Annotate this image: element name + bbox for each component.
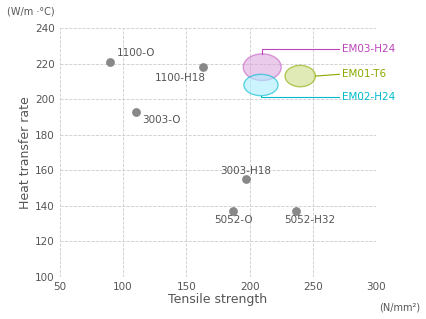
Point: [292, 209, 299, 214]
Text: (N/mm²): (N/mm²): [378, 302, 419, 312]
Ellipse shape: [243, 74, 277, 96]
Text: EM03-H24: EM03-H24: [341, 44, 394, 55]
Text: 1100-H18: 1100-H18: [154, 72, 205, 83]
Text: EM01-T6: EM01-T6: [341, 69, 385, 79]
Text: 5052-O: 5052-O: [213, 215, 252, 225]
Text: (W/m ·°C): (W/m ·°C): [7, 7, 55, 17]
Text: 5052-H32: 5052-H32: [283, 215, 334, 225]
Point: [106, 59, 113, 64]
Point: [132, 109, 139, 114]
Ellipse shape: [284, 65, 315, 87]
Point: [242, 177, 249, 182]
Text: 1100-O: 1100-O: [116, 48, 155, 58]
Text: 3003-H18: 3003-H18: [220, 166, 271, 176]
Point: [229, 209, 236, 214]
Text: EM02-H24: EM02-H24: [341, 93, 394, 102]
Ellipse shape: [243, 54, 281, 80]
Y-axis label: Heat transfer rate: Heat transfer rate: [19, 96, 32, 209]
X-axis label: Tensile strength: Tensile strength: [168, 293, 267, 306]
Text: 3003-O: 3003-O: [142, 115, 180, 125]
Point: [199, 65, 206, 70]
